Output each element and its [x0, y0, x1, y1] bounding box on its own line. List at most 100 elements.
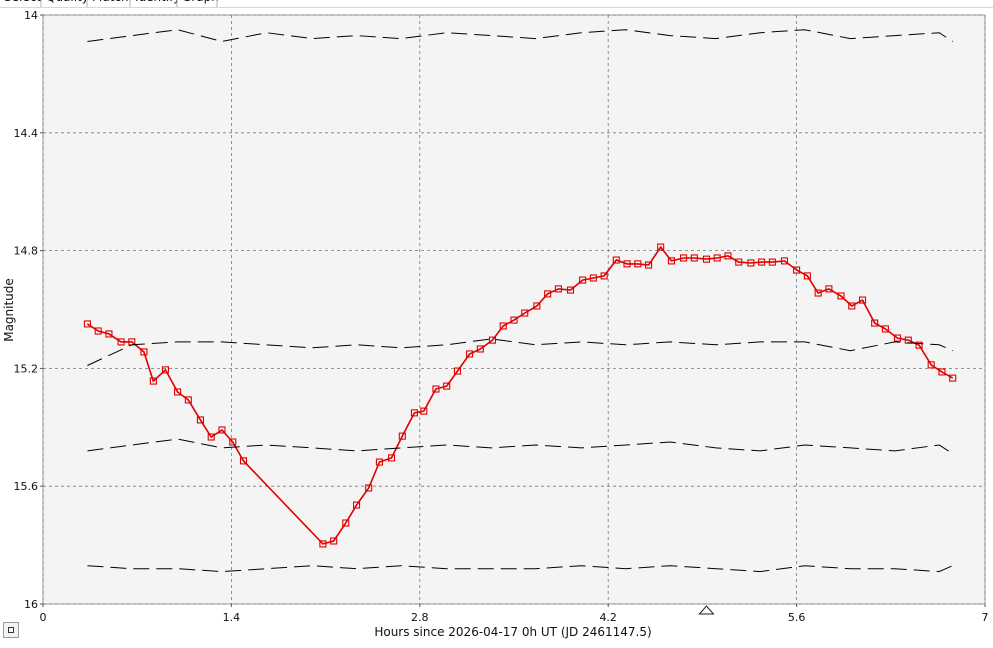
- data-point: [207, 433, 215, 441]
- data-point: [600, 272, 608, 280]
- tab-label[interactable]: Identify: [135, 0, 180, 4]
- data-point: [893, 334, 902, 342]
- data-point: [702, 255, 710, 263]
- data-point: [554, 285, 562, 293]
- data-point: [724, 252, 732, 260]
- comparison-curve: [87, 29, 953, 43]
- x-tick-label: 1.4: [223, 611, 241, 624]
- data-point: [330, 537, 338, 545]
- data-point: [239, 457, 248, 465]
- data-point: [837, 292, 845, 300]
- tab-label[interactable]: Match: [92, 0, 129, 4]
- tab-label[interactable]: Quality: [46, 0, 89, 4]
- data-point: [184, 396, 192, 404]
- data-point: [83, 320, 91, 328]
- y-tick-label: 14.8: [14, 245, 39, 258]
- data-point: [667, 257, 675, 265]
- data-point: [612, 256, 620, 264]
- light-curve: [86, 245, 954, 545]
- data-point: [747, 259, 755, 267]
- data-point: [149, 377, 157, 385]
- data-point: [579, 276, 587, 284]
- x-tick-label: 7: [982, 611, 989, 624]
- data-point: [375, 458, 383, 466]
- data-point: [544, 290, 552, 298]
- data-point: [589, 274, 597, 282]
- x-tick-label: 5.6: [788, 611, 806, 624]
- time-marker: [698, 605, 715, 615]
- data-point: [713, 254, 721, 262]
- data-point: [353, 501, 361, 509]
- data-point: [680, 254, 688, 262]
- data-point: [510, 316, 518, 324]
- data-point: [758, 258, 766, 266]
- data-point: [443, 382, 451, 390]
- data-point: [793, 266, 801, 274]
- series-group: [83, 29, 957, 573]
- data-point: [949, 374, 957, 382]
- comparison-curve: [87, 438, 953, 455]
- x-tick-label: 0: [40, 611, 47, 624]
- y-tick-label: 16: [24, 598, 38, 611]
- data-point: [117, 338, 125, 346]
- data-point: [319, 540, 327, 548]
- x-tick-label: 4.2: [599, 611, 617, 624]
- y-tick-label: 15.6: [14, 480, 39, 493]
- data-point: [521, 309, 529, 317]
- data-point: [634, 260, 642, 268]
- data-point: [645, 261, 653, 269]
- button-icon: [8, 627, 14, 633]
- data-point: [432, 385, 440, 393]
- data-point: [690, 254, 698, 262]
- data-point: [488, 336, 497, 344]
- data-point: [566, 286, 575, 294]
- data-point: [94, 327, 102, 335]
- data-point: [825, 285, 833, 293]
- data-point: [398, 432, 406, 440]
- x-axis-label: Hours since 2026-04-17 0h UT (JD 2461147…: [374, 625, 651, 639]
- data-point: [814, 289, 822, 297]
- data-point: [365, 484, 373, 492]
- y-axis-label: Magnitude: [2, 278, 16, 342]
- y-tick-label: 15.2: [14, 362, 39, 375]
- data-point: [466, 350, 474, 358]
- button-frame[interactable]: [3, 622, 19, 638]
- data-point: [196, 416, 204, 424]
- data-point: [915, 341, 923, 349]
- plot-area: [42, 14, 986, 605]
- zoom-button[interactable]: [3, 622, 19, 638]
- tab-label[interactable]: Graph: [182, 0, 219, 4]
- y-tick-label: 14: [24, 9, 38, 22]
- data-point: [453, 367, 462, 375]
- data-point: [803, 272, 811, 280]
- x-tick-label: 2.8: [411, 611, 429, 624]
- comparison-curve: [87, 565, 953, 573]
- data-point: [735, 258, 743, 266]
- data-point: [229, 438, 237, 446]
- data-point: [780, 257, 789, 265]
- data-point: [387, 454, 396, 462]
- data-point: [768, 258, 776, 266]
- data-point: [161, 366, 170, 374]
- data-point: [420, 407, 428, 415]
- y-tick-label: 14.4: [14, 127, 39, 140]
- data-point: [871, 319, 879, 327]
- data-point: [881, 325, 889, 333]
- data-point: [476, 345, 484, 353]
- data-point: [140, 348, 148, 356]
- data-point: [657, 243, 665, 251]
- tab-label[interactable]: Select: [4, 0, 41, 4]
- data-point: [105, 330, 113, 338]
- data-point: [927, 361, 935, 369]
- data-point: [174, 388, 182, 396]
- data-point: [499, 322, 507, 330]
- data-point: [218, 426, 226, 434]
- grid: [42, 14, 986, 605]
- data-point: [858, 296, 867, 304]
- data-point: [342, 519, 350, 527]
- data-point: [848, 302, 856, 310]
- axes: 14 14.4 14.8 15.2 15.6 160 1.4 2.8 4.2 5.6 7: [14, 9, 989, 624]
- data-point: [623, 260, 631, 268]
